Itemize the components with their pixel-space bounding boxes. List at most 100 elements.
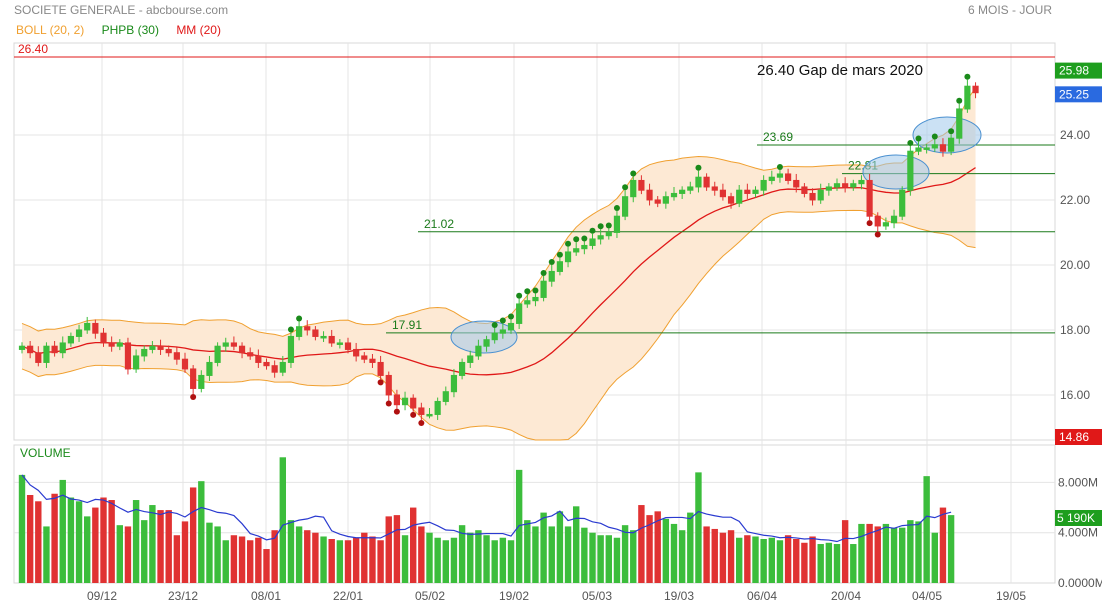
volume-bar bbox=[736, 537, 743, 583]
period-label: 6 MOIS - JOUR bbox=[967, 3, 1052, 17]
volume-bar bbox=[238, 536, 246, 583]
volume-bar bbox=[890, 527, 898, 583]
volume-bar bbox=[475, 530, 482, 583]
y-tick-label: 24.00 bbox=[1060, 128, 1090, 142]
volume-bar bbox=[744, 535, 751, 583]
candle bbox=[401, 397, 409, 406]
candle bbox=[18, 345, 26, 350]
candle bbox=[564, 251, 572, 263]
candle bbox=[133, 355, 140, 370]
candle bbox=[858, 179, 865, 185]
candle bbox=[434, 400, 441, 415]
y-tick-label: 20.00 bbox=[1060, 258, 1090, 272]
phpb-high-dot bbox=[548, 258, 555, 265]
phpb-low-dot bbox=[410, 411, 417, 418]
candle bbox=[573, 248, 580, 253]
volume-bar bbox=[817, 544, 824, 583]
volume-tick-label: 0.0000M bbox=[1058, 576, 1102, 590]
candle bbox=[589, 238, 596, 246]
candle bbox=[581, 244, 588, 250]
volume-bar bbox=[458, 525, 466, 583]
candle bbox=[744, 189, 751, 194]
volume-average-line bbox=[21, 474, 952, 543]
candle bbox=[230, 342, 238, 347]
candle bbox=[532, 296, 539, 302]
volume-title: VOLUME bbox=[20, 446, 71, 460]
candle bbox=[630, 179, 637, 198]
volume-bar bbox=[923, 476, 930, 583]
volume-bar bbox=[931, 532, 938, 583]
volume-bar bbox=[483, 535, 490, 583]
candle bbox=[499, 329, 506, 334]
volume-bar bbox=[247, 540, 254, 583]
candle bbox=[768, 176, 775, 181]
phpb-low-dot bbox=[377, 379, 384, 386]
candle bbox=[793, 179, 800, 188]
candle bbox=[907, 150, 914, 191]
candle bbox=[833, 183, 841, 188]
phpb-high-dot bbox=[907, 140, 914, 146]
candle bbox=[524, 300, 531, 305]
candle bbox=[320, 335, 327, 339]
price-tag-label: 25.25 bbox=[1059, 87, 1089, 101]
volume-bar bbox=[581, 527, 588, 583]
volume-bar bbox=[206, 522, 213, 583]
volume-bar bbox=[833, 544, 841, 583]
moving-average-line bbox=[21, 167, 976, 376]
volume-bar bbox=[850, 544, 857, 583]
volume-bar bbox=[263, 549, 270, 583]
candle bbox=[548, 270, 555, 282]
candle bbox=[866, 179, 873, 217]
volume-bar bbox=[605, 535, 612, 583]
phpb-high-dot bbox=[491, 322, 498, 328]
volume-bar bbox=[573, 506, 580, 583]
highlight-ellipse bbox=[862, 154, 930, 190]
candle bbox=[491, 332, 498, 341]
volume-bar bbox=[564, 526, 572, 583]
volume-bar bbox=[141, 520, 148, 583]
candle bbox=[263, 361, 270, 367]
phpb-high-dot bbox=[605, 222, 612, 229]
candle bbox=[353, 348, 360, 357]
candle bbox=[622, 196, 629, 217]
phpb-high-dot bbox=[581, 235, 588, 242]
volume-bar bbox=[410, 507, 417, 583]
volume-bar bbox=[198, 481, 205, 583]
candle bbox=[638, 179, 645, 191]
candle bbox=[842, 183, 849, 188]
volume-bar bbox=[361, 532, 368, 583]
volume-bar bbox=[369, 536, 376, 583]
x-tick-label: 09/12 bbox=[87, 589, 117, 603]
phpb-high-dot bbox=[516, 292, 523, 299]
price-tag bbox=[1055, 62, 1102, 79]
candle bbox=[964, 85, 971, 110]
candle bbox=[271, 365, 278, 373]
candle bbox=[43, 345, 50, 363]
volume-bar bbox=[695, 472, 702, 583]
candle bbox=[124, 342, 132, 370]
phpb-low-dot bbox=[418, 419, 425, 426]
candle bbox=[890, 215, 898, 224]
candle bbox=[874, 215, 881, 227]
volume-bar bbox=[825, 542, 833, 583]
highlight-ellipse bbox=[912, 116, 982, 154]
phpb-high-dot bbox=[964, 73, 971, 80]
candle bbox=[646, 189, 653, 201]
volume-bar bbox=[222, 540, 229, 583]
candle bbox=[760, 179, 767, 191]
volume-bar bbox=[450, 537, 458, 583]
candle bbox=[255, 355, 262, 363]
volume-bar bbox=[377, 540, 384, 583]
volume-bar bbox=[499, 537, 507, 583]
candle bbox=[736, 189, 743, 204]
volume-bar bbox=[352, 537, 360, 583]
volume-bar bbox=[654, 511, 661, 583]
candle bbox=[923, 147, 930, 150]
volume-bar bbox=[524, 520, 531, 583]
phpb-high-dot bbox=[508, 313, 514, 320]
volume-bar bbox=[312, 532, 319, 583]
candle bbox=[181, 358, 189, 370]
x-tick-label: 04/05 bbox=[912, 589, 942, 603]
level-label: 21.02 bbox=[424, 217, 454, 231]
